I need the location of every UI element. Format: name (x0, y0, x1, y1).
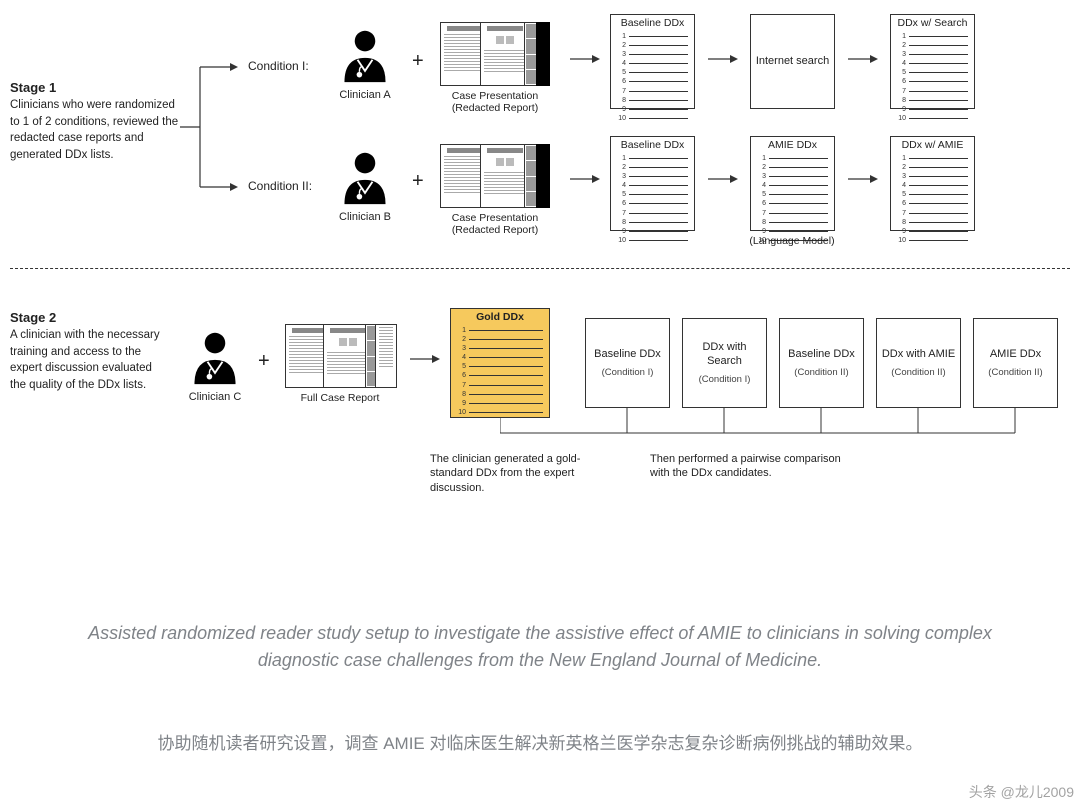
full-report-caption: Full Case Report (280, 392, 400, 404)
case-report-caption: Case Presentation(Redacted Report) (435, 212, 555, 236)
eval-title: DDx with AMIE (882, 347, 955, 361)
comparison-caption: Then performed a pairwise comparison wit… (650, 452, 850, 481)
eval-sub: (Condition II) (891, 367, 945, 379)
stage2-desc: A clinician with the necessary training … (10, 329, 160, 391)
stage1-title: Stage 1 (10, 80, 180, 95)
stage1-label: Stage 1 Clinicians who were randomized t… (10, 80, 180, 163)
ddx-search-title: DDx w/ Search (891, 18, 974, 30)
branch-connector (180, 52, 250, 202)
eval-box-0: Baseline DDx (Condition I) (585, 318, 670, 408)
eval-sub: (Condition II) (794, 367, 848, 379)
stage-divider (10, 268, 1070, 269)
arrow-icon (848, 52, 878, 66)
gold-caption: The clinician generated a gold-standard … (430, 452, 610, 495)
eval-sub: (Condition I) (699, 374, 751, 386)
eval-title: Baseline DDx (788, 347, 855, 361)
eval-title: DDx with Search (687, 340, 762, 369)
clinician-b-label: Clinician B (330, 211, 400, 223)
stage2-label: Stage 2 A clinician with the necessary t… (10, 310, 170, 393)
baseline-ddx-box-1: Baseline DDx 12345678910 (610, 14, 695, 109)
condition-2-label: Condition II: (248, 179, 312, 193)
eval-sub: (Condition I) (602, 367, 654, 379)
condition-1-label: Condition I: (248, 59, 309, 73)
clinician-c-label: Clinician C (180, 391, 250, 403)
arrow-icon (570, 172, 600, 186)
eval-title: AMIE DDx (990, 347, 1041, 361)
caption-chinese: 协助随机读者研究设置，调查 AMIE 对临床医生解决新英格兰医学杂志复杂诊断病例… (60, 730, 1020, 757)
ddx-rows: 12345678910 (611, 155, 694, 245)
eval-sub: (Condition II) (988, 367, 1042, 379)
eval-box-1: DDx with Search (Condition I) (682, 318, 767, 408)
stage2-title: Stage 2 (10, 310, 170, 325)
stage-2: Stage 2 A clinician with the necessary t… (10, 290, 1070, 570)
plus-icon: + (258, 350, 270, 373)
ddx-rows: 12345678910 (451, 327, 549, 417)
amie-ddx-box: AMIE DDx 12345678910 (750, 136, 835, 231)
caption-english: Assisted randomized reader study setup t… (60, 620, 1020, 674)
clinician-b: Clinician B (330, 150, 400, 223)
ddx-amie-title: DDx w/ AMIE (891, 140, 974, 152)
case-report-2: Case Presentation(Redacted Report) (435, 144, 555, 224)
clinician-icon (187, 330, 243, 386)
amie-ddx-title: AMIE DDx (751, 140, 834, 152)
eval-title: Baseline DDx (594, 347, 661, 361)
ddx-rows: 12345678910 (891, 33, 974, 123)
clinician-a-label: Clinician A (330, 89, 400, 101)
plus-icon: + (412, 50, 424, 73)
arrow-icon (708, 172, 738, 186)
clinician-icon (337, 150, 393, 206)
case-report-1: Case Presentation(Redacted Report) (435, 22, 555, 102)
ddx-rows: 12345678910 (611, 33, 694, 123)
clinician-c: Clinician C (180, 330, 250, 403)
eval-box-3: DDx with AMIE (Condition II) (876, 318, 961, 408)
stage1-desc: Clinicians who were randomized to 1 of 2… (10, 99, 178, 161)
watermark: 头条 @龙儿2009 (969, 782, 1074, 802)
clinician-a: Clinician A (330, 28, 400, 101)
ddx-rows: 12345678910 (891, 155, 974, 245)
case-report-caption: Case Presentation(Redacted Report) (435, 90, 555, 114)
baseline-ddx-title: Baseline DDx (611, 18, 694, 30)
ddx-rows: 12345678910 (751, 155, 834, 245)
baseline-ddx-box-2: Baseline DDx 12345678910 (610, 136, 695, 231)
eval-box-2: Baseline DDx (Condition II) (779, 318, 864, 408)
comparison-bracket (500, 408, 1060, 448)
arrow-icon (708, 52, 738, 66)
ddx-search-box: DDx w/ Search 12345678910 (890, 14, 975, 109)
arrow-icon (848, 172, 878, 186)
gold-ddx-title: Gold DDx (451, 312, 549, 324)
ddx-amie-box: DDx w/ AMIE 12345678910 (890, 136, 975, 231)
baseline-ddx-title: Baseline DDx (611, 140, 694, 152)
clinician-icon (337, 28, 393, 84)
plus-icon: + (412, 170, 424, 193)
full-case-report: Full Case Report (280, 324, 400, 404)
arrow-icon (570, 52, 600, 66)
language-model-caption: (Language Model) (732, 235, 852, 247)
arrow-icon (410, 352, 440, 366)
internet-search-box: Internet search (750, 14, 835, 109)
eval-box-4: AMIE DDx (Condition II) (973, 318, 1058, 408)
internet-search-label: Internet search (756, 54, 829, 68)
gold-ddx-box: Gold DDx 12345678910 (450, 308, 550, 418)
stage-1: Stage 1 Clinicians who were randomized t… (10, 10, 1070, 265)
